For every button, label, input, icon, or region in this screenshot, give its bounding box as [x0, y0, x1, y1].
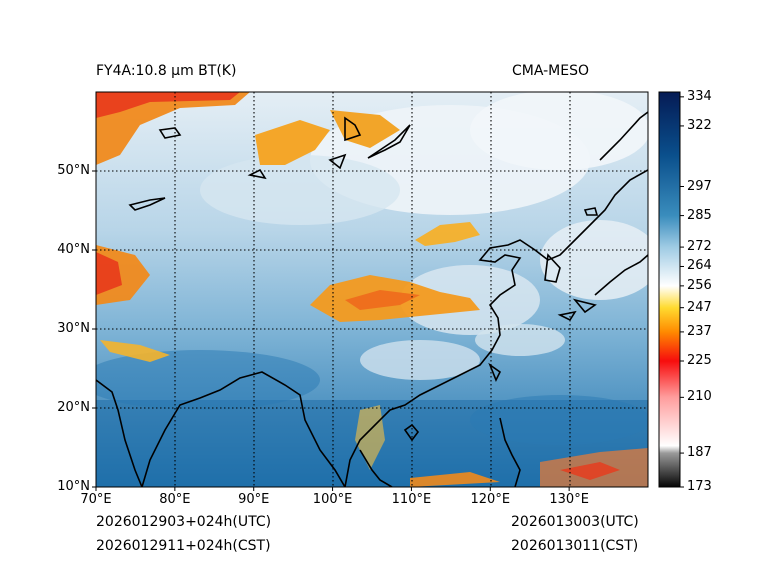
colorbar-tick-label: 297	[687, 178, 712, 194]
lon-tick-label: 130°E	[549, 492, 589, 507]
colorbar-tick-label: 256	[687, 277, 712, 293]
colorbar-tick-label: 187	[687, 445, 712, 461]
lat-tick-label: 40°N	[57, 242, 90, 257]
colorbar-tick-label: 334	[687, 88, 712, 104]
colorbar-tick-label: 264	[687, 258, 712, 274]
lon-tick-label: 70°E	[80, 492, 112, 507]
colorbar-ticks	[680, 96, 684, 488]
lon-tick-label: 110°E	[391, 492, 432, 507]
colorbar-tick-label: 285	[687, 207, 712, 223]
colorbar-tick-label: 322	[687, 117, 712, 133]
lat-tick-label: 10°N	[57, 479, 90, 494]
map-title: FY4A:10.8 µm BT(K)	[96, 63, 237, 79]
valid-time-utc: 2026013003(UTC)	[511, 514, 639, 530]
coastlines	[96, 111, 648, 487]
colorbar-tick-label: 237	[687, 323, 712, 339]
init-time-cst: 2026012911+024h(CST)	[96, 538, 271, 554]
colorbar-tick-label: 173	[687, 479, 712, 494]
colorbar-tick-label: 225	[687, 352, 712, 368]
lon-tick-label: 100°E	[312, 492, 353, 507]
colorbar-tick-label: 210	[687, 389, 712, 405]
lat-tick-label: 30°N	[57, 321, 90, 336]
model-label: CMA-MESO	[512, 63, 590, 79]
satellite-imagery	[96, 92, 648, 487]
lon-tick-label: 90°E	[238, 492, 270, 507]
map-frame	[95, 91, 649, 488]
axis-ticks	[92, 170, 570, 491]
valid-time-cst: 2026013011(CST)	[511, 538, 639, 554]
lon-tick-label: 120°E	[470, 492, 511, 507]
lon-tick-label: 80°E	[159, 492, 191, 507]
colorbar	[658, 91, 681, 488]
colorbar-tick-label: 247	[687, 299, 712, 315]
colorbar-tick-label: 272	[687, 239, 712, 255]
lat-tick-label: 50°N	[57, 163, 90, 178]
init-time-utc: 2026012903+024h(UTC)	[96, 514, 272, 530]
graticule	[96, 92, 648, 487]
lat-tick-label: 20°N	[57, 400, 90, 415]
